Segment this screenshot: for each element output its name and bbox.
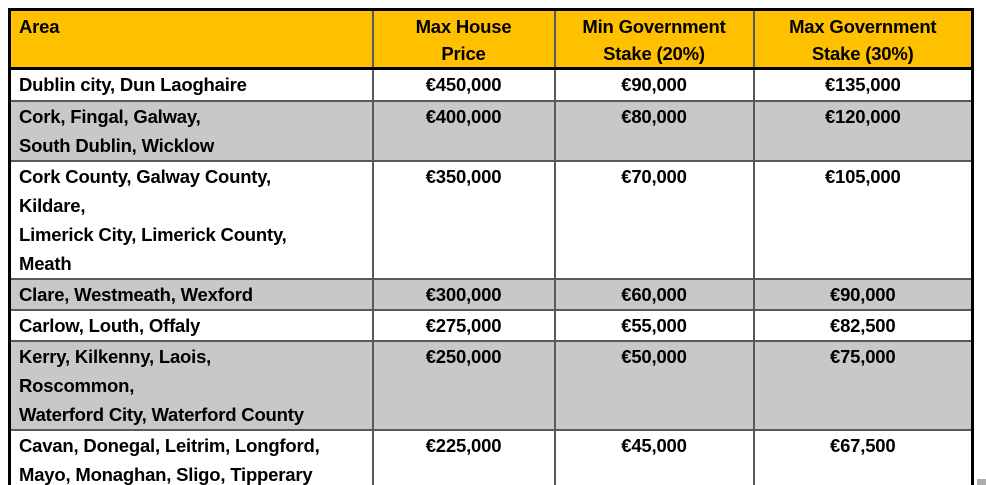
max-house-price-column-header: Max House Price [371, 8, 556, 70]
max-gov-stake-cell: €90,000 [752, 277, 974, 311]
header-row: Area Max House Price Min Government Stak… [8, 8, 974, 70]
max-house-price-cell: €350,000 [371, 159, 556, 280]
max-gov-stake-cell: €120,000 [752, 99, 974, 162]
row-cavan: Cavan, Donegal, Leitrim, Longford, Mayo,… [8, 428, 974, 485]
row-carlow: Carlow, Louth, Offaly €275,000 €55,000 €… [8, 308, 974, 342]
area-cell: Clare, Westmeath, Wexford [8, 277, 374, 311]
area-cell: Cork, Fingal, Galway, South Dublin, Wick… [8, 99, 374, 162]
max-house-price-cell: €450,000 [371, 67, 556, 102]
area-cell: Cavan, Donegal, Leitrim, Longford, Mayo,… [8, 428, 374, 485]
row-dublin-city: Dublin city, Dun Laoghaire €450,000 €90,… [8, 67, 974, 102]
row-cork-fingal: Cork, Fingal, Galway, South Dublin, Wick… [8, 99, 974, 162]
min-gov-stake-cell: €50,000 [553, 339, 755, 431]
row-kerry: Kerry, Kilkenny, Laois, Roscommon, Water… [8, 339, 974, 431]
max-gov-stake-cell: €105,000 [752, 159, 974, 280]
max-gov-stake-cell: €82,500 [752, 308, 974, 342]
max-gov-stake-cell: €135,000 [752, 67, 974, 102]
max-gov-stake-cell: €75,000 [752, 339, 974, 431]
min-gov-stake-cell: €90,000 [553, 67, 755, 102]
row-cork-county: Cork County, Galway County, Kildare, Lim… [8, 159, 974, 280]
max-house-price-cell: €225,000 [371, 428, 556, 485]
area-cell: Cork County, Galway County, Kildare, Lim… [8, 159, 374, 280]
max-house-price-cell: €250,000 [371, 339, 556, 431]
max-gov-stake-column-header: Max Government Stake (30%) [752, 8, 974, 70]
max-house-price-cell: €275,000 [371, 308, 556, 342]
max-gov-stake-cell: €67,500 [752, 428, 974, 485]
min-gov-stake-cell: €70,000 [553, 159, 755, 280]
area-cell: Kerry, Kilkenny, Laois, Roscommon, Water… [8, 339, 374, 431]
area-cell: Carlow, Louth, Offaly [8, 308, 374, 342]
min-gov-stake-cell: €45,000 [553, 428, 755, 485]
corner-resize-artifact [977, 479, 986, 485]
min-gov-stake-column-header: Min Government Stake (20%) [553, 8, 755, 70]
min-gov-stake-cell: €60,000 [553, 277, 755, 311]
max-house-price-cell: €400,000 [371, 99, 556, 162]
min-gov-stake-cell: €55,000 [553, 308, 755, 342]
min-gov-stake-cell: €80,000 [553, 99, 755, 162]
area-column-header: Area [8, 8, 374, 70]
area-cell: Dublin city, Dun Laoghaire [8, 67, 374, 102]
max-house-price-cell: €300,000 [371, 277, 556, 311]
row-clare: Clare, Westmeath, Wexford €300,000 €60,0… [8, 277, 974, 311]
house-price-caps-table: Area Max House Price Min Government Stak… [8, 8, 974, 485]
